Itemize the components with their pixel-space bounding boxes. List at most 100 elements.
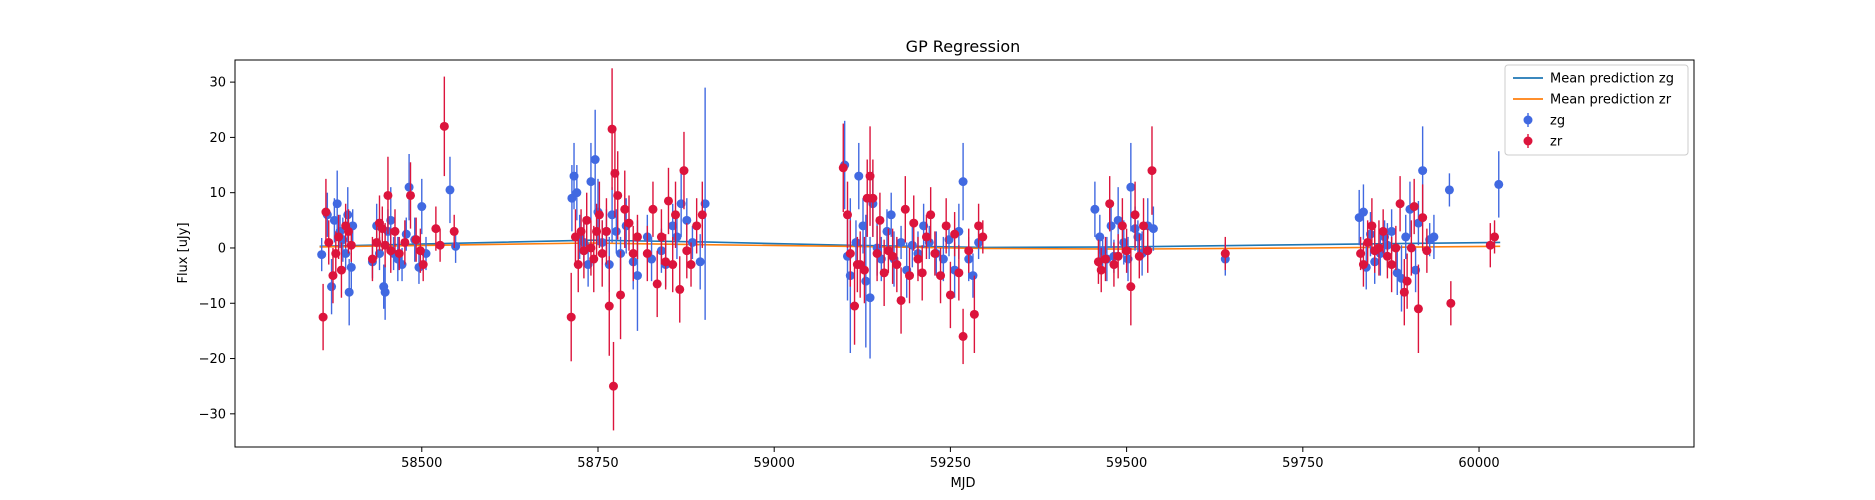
series-zr [318,68,1500,431]
zr-point [435,240,445,250]
zg-point [882,226,892,236]
zg-point [611,226,621,236]
x-tick-label: 60000 [1458,456,1499,471]
zr-point [941,221,951,231]
zg-point [1444,185,1454,195]
zr-point [679,166,689,176]
x-tick-label: 58750 [577,456,618,471]
zr-point [652,279,662,289]
zr-point [1387,260,1397,270]
x-tick-label: 59000 [754,456,795,471]
zr-point [411,235,421,245]
zg-point [672,232,682,242]
zr-point [346,240,356,250]
zg-point [896,237,906,247]
zg-point [332,199,342,209]
x-axis-label: MJD [950,476,975,491]
axes-frame [234,59,1695,448]
zg-point [343,210,353,220]
zr-point [1413,304,1423,314]
zr-point [900,204,910,214]
zr-point [1113,251,1123,261]
zg-point [851,237,861,247]
zr-point [1143,246,1153,256]
zr-point [439,121,449,131]
legend-label: Mean prediction zg [1550,72,1674,87]
zr-point [1422,246,1432,256]
zr-point [613,190,623,200]
zr-point [318,312,328,322]
legend-label: zg [1550,114,1565,129]
zr-point [663,196,673,206]
x-tick-label: 58500 [401,456,442,471]
zr-point [367,254,377,264]
zg-point [1148,224,1158,234]
zg-point [865,293,875,303]
zr-point [566,312,576,322]
zr-point [656,232,666,242]
zg-point [1126,182,1136,192]
zr-point [1395,199,1405,209]
zg-point [445,185,455,195]
zg-point [1494,179,1504,189]
zg-point [907,240,917,250]
zr-point [859,265,869,275]
zg-point [590,155,600,165]
legend-label: Mean prediction zr [1550,93,1672,108]
zr-point [582,215,592,225]
zr-point [1105,199,1115,209]
zg-point [1106,221,1116,231]
zr-point [1378,226,1388,236]
zr-point [661,257,671,267]
zr-point [936,271,946,281]
zg-point [682,215,692,225]
zr-point [449,226,459,236]
zr-point [418,260,428,270]
zr-point [406,190,416,200]
x-tick-label: 59500 [1106,456,1147,471]
zr-point [1122,246,1132,256]
zr-point [682,246,692,256]
zr-point [604,301,614,311]
legend: Mean prediction zg Mean prediction zr zg zr [1504,64,1689,156]
zg-point [380,287,390,297]
zr-point [668,260,678,270]
zr-point [888,251,898,261]
legend-swatch-marker [1523,115,1533,125]
zg-point [572,188,582,198]
zr-point [930,249,940,258]
zg-point [586,177,596,187]
zr-point [431,224,441,234]
zg-point [1429,232,1439,242]
zg-point [327,282,337,292]
zr-point [1358,260,1368,270]
zr-point [383,190,393,200]
zr-point [620,204,630,214]
zg-point [632,271,642,281]
zr-point [1109,260,1119,270]
zg-point [886,210,896,220]
zr-point [1367,221,1377,231]
zr-point [1446,298,1456,308]
zr-point [1382,251,1392,261]
zr-point [321,207,331,217]
zr-point [1485,240,1495,250]
y-tick-label: −10 [199,297,226,312]
zg-point [1401,232,1411,242]
y-tick-label: 30 [209,76,226,91]
zr-point [842,210,852,220]
zr-point [601,226,611,236]
zr-point [926,210,936,220]
y-tick-label: −30 [199,407,226,422]
zr-point [324,237,334,247]
zr-point [697,210,707,220]
zr-point [380,240,390,250]
zr-point [950,229,960,239]
zg-point [958,177,968,187]
zr-point [394,249,404,258]
zr-point [628,249,638,258]
zr-point [1117,221,1127,231]
zr-point [573,260,583,270]
zr-point [1363,237,1373,247]
